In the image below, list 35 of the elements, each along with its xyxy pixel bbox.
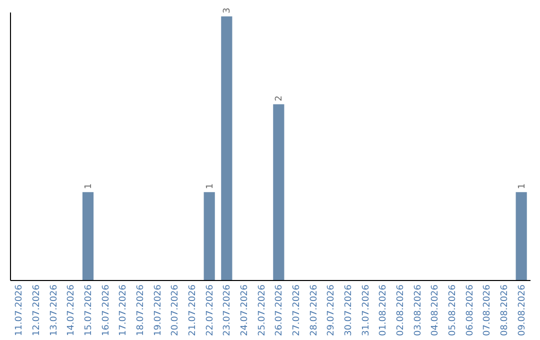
data-label: 2 — [274, 96, 285, 102]
x-tick-label: 22.07.2026 — [205, 284, 216, 336]
x-tick-label: 06.08.2026 — [465, 284, 476, 336]
x-tick-label: 09.08.2026 — [517, 284, 528, 336]
data-label: 3 — [222, 8, 233, 14]
x-tick-label: 20.07.2026 — [170, 284, 181, 336]
x-tick-label: 19.07.2026 — [153, 284, 164, 336]
x-tick-label: 21.07.2026 — [188, 284, 198, 336]
x-tick-label: 27.07.2026 — [292, 284, 302, 336]
data-label: 1 — [517, 183, 528, 190]
x-tick-label: 24.07.2026 — [240, 284, 250, 336]
x-tick-label: 15.07.2026 — [84, 284, 94, 336]
x-tick-label: 25.07.2026 — [257, 284, 268, 336]
x-tick-label: 14.07.2026 — [66, 284, 77, 336]
x-tick-label: 11.07.2026 — [14, 284, 25, 336]
x-tick-label: 02.08.2026 — [396, 284, 406, 336]
x-tick-label: 13.07.2026 — [49, 284, 60, 336]
data-label: 1 — [84, 183, 94, 190]
x-tick-label: 23.07.2026 — [222, 284, 233, 336]
x-tick-label: 17.07.2026 — [118, 284, 129, 336]
x-tick-label: 16.07.2026 — [101, 284, 112, 336]
x-tick-label: 08.08.2026 — [500, 284, 510, 336]
x-tick-label: 03.08.2026 — [413, 284, 424, 336]
x-tick-label: 07.08.2026 — [482, 284, 493, 336]
x-tick-label: 26.07.2026 — [274, 284, 285, 336]
data-label: 1 — [205, 183, 216, 190]
x-tick-label: 04.08.2026 — [430, 284, 441, 336]
x-tick-label: 30.07.2026 — [344, 284, 354, 336]
x-tick-label: 12.07.2026 — [32, 284, 42, 336]
x-tick-label: 28.07.2026 — [309, 284, 320, 336]
x-tick-label: 29.07.2026 — [326, 284, 337, 336]
x-tick-label: 01.08.2026 — [378, 284, 389, 336]
x-tick-label: 31.07.2026 — [361, 284, 372, 336]
x-tick-label: 18.07.2026 — [136, 284, 146, 336]
x-tick-label: 05.08.2026 — [448, 284, 458, 336]
